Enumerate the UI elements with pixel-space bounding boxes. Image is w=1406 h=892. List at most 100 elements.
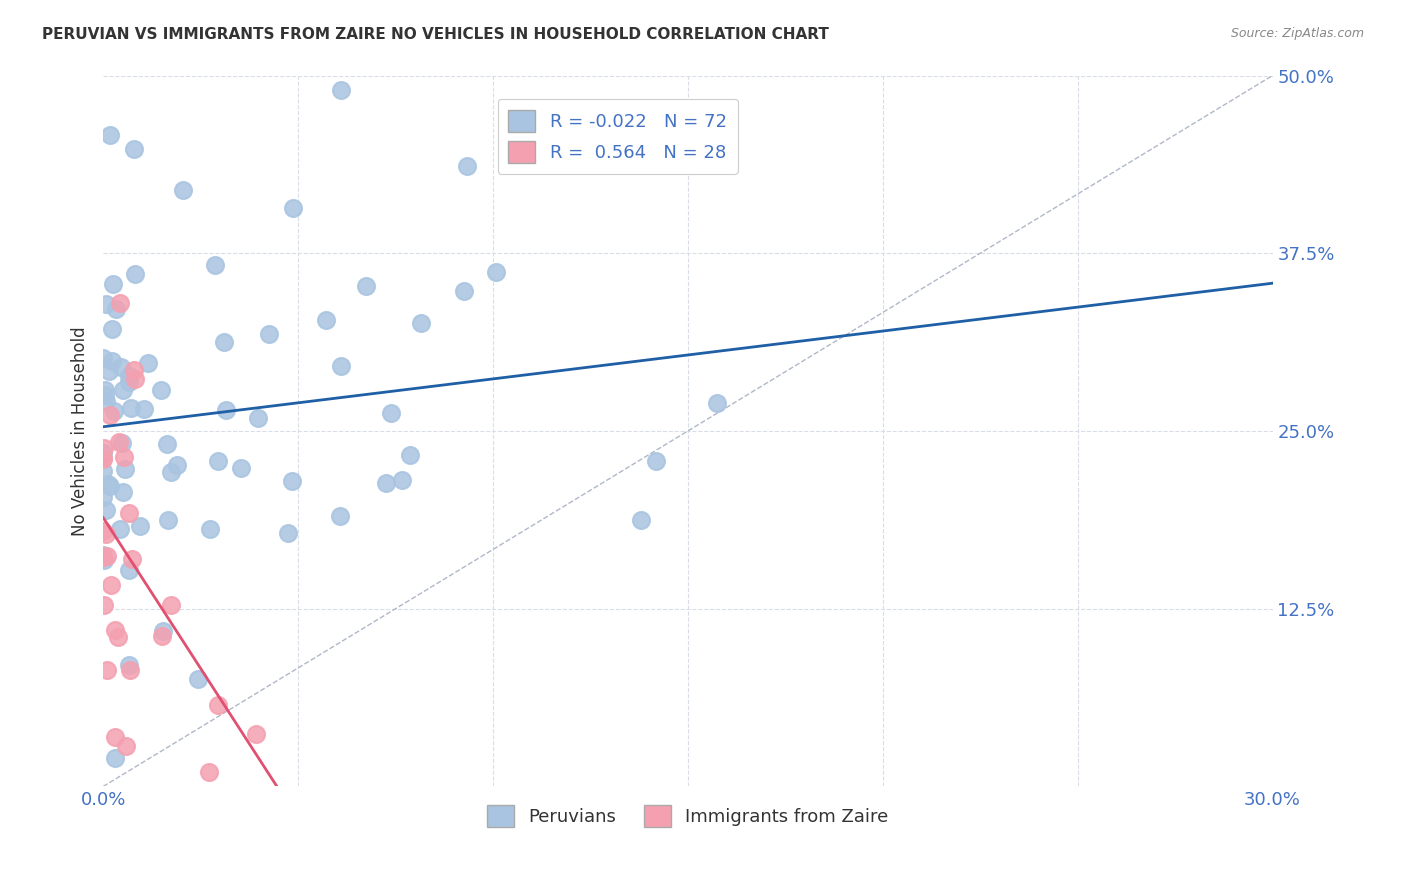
Point bbox=[134, 402, 156, 417]
Point bbox=[136, 356, 159, 370]
Point bbox=[98, 408, 121, 422]
Point bbox=[277, 525, 299, 540]
Point bbox=[453, 285, 475, 299]
Point bbox=[117, 564, 139, 578]
Point bbox=[245, 727, 267, 741]
Point bbox=[112, 450, 135, 465]
Point bbox=[160, 465, 183, 479]
Point bbox=[110, 360, 132, 375]
Point bbox=[283, 201, 305, 215]
Point bbox=[375, 476, 398, 491]
Point bbox=[104, 301, 127, 316]
Point bbox=[354, 278, 377, 293]
Point bbox=[231, 460, 253, 475]
Point bbox=[156, 437, 179, 451]
Point bbox=[98, 128, 121, 142]
Point bbox=[124, 267, 146, 281]
Point bbox=[91, 446, 114, 460]
Point bbox=[94, 388, 117, 402]
Point bbox=[117, 375, 139, 389]
Point bbox=[91, 548, 114, 562]
Point bbox=[124, 372, 146, 386]
Point bbox=[93, 553, 115, 567]
Point bbox=[114, 739, 136, 753]
Y-axis label: No Vehicles in Household: No Vehicles in Household bbox=[72, 326, 89, 536]
Point bbox=[110, 522, 132, 536]
Point bbox=[111, 435, 134, 450]
Point bbox=[111, 485, 134, 500]
Point bbox=[101, 354, 124, 368]
Point bbox=[485, 265, 508, 279]
Point bbox=[108, 296, 131, 310]
Point bbox=[122, 362, 145, 376]
Point bbox=[391, 473, 413, 487]
Point bbox=[94, 527, 117, 541]
Point bbox=[706, 396, 728, 410]
Point bbox=[96, 663, 118, 677]
Point bbox=[380, 406, 402, 420]
Point bbox=[118, 657, 141, 672]
Point bbox=[118, 507, 141, 521]
Point bbox=[409, 316, 432, 330]
Point bbox=[197, 765, 219, 780]
Point bbox=[129, 519, 152, 533]
Point bbox=[93, 450, 115, 465]
Point bbox=[215, 402, 238, 417]
Point bbox=[281, 474, 304, 488]
Point bbox=[100, 577, 122, 591]
Point bbox=[91, 464, 114, 478]
Point bbox=[172, 183, 194, 197]
Point bbox=[329, 508, 352, 523]
Point bbox=[246, 410, 269, 425]
Point bbox=[456, 160, 478, 174]
Point bbox=[94, 503, 117, 517]
Point bbox=[212, 335, 235, 350]
Point bbox=[96, 549, 118, 564]
Point bbox=[103, 404, 125, 418]
Point bbox=[398, 448, 420, 462]
Point bbox=[257, 326, 280, 341]
Point bbox=[101, 277, 124, 291]
Point bbox=[101, 322, 124, 336]
Point bbox=[104, 751, 127, 765]
Point bbox=[108, 434, 131, 449]
Point bbox=[93, 598, 115, 612]
Point bbox=[198, 522, 221, 536]
Point bbox=[315, 313, 337, 327]
Point bbox=[330, 83, 353, 97]
Point bbox=[104, 731, 127, 745]
Point bbox=[152, 624, 174, 638]
Text: Source: ZipAtlas.com: Source: ZipAtlas.com bbox=[1230, 27, 1364, 40]
Point bbox=[207, 698, 229, 713]
Point bbox=[104, 623, 127, 637]
Point bbox=[93, 441, 115, 455]
Legend: Peruvians, Immigrants from Zaire: Peruvians, Immigrants from Zaire bbox=[479, 797, 896, 834]
Point bbox=[96, 394, 118, 409]
Point bbox=[149, 383, 172, 397]
Point bbox=[114, 462, 136, 476]
Point bbox=[156, 513, 179, 527]
Point bbox=[98, 479, 121, 493]
Point bbox=[93, 524, 115, 539]
Point bbox=[330, 359, 353, 373]
Point bbox=[120, 401, 142, 415]
Point bbox=[93, 351, 115, 366]
Point bbox=[204, 259, 226, 273]
Point bbox=[111, 383, 134, 397]
Point bbox=[187, 672, 209, 686]
Point bbox=[124, 143, 146, 157]
Point bbox=[118, 369, 141, 384]
Point bbox=[97, 364, 120, 378]
Point bbox=[91, 549, 114, 564]
Point bbox=[166, 458, 188, 472]
Point bbox=[121, 552, 143, 566]
Point bbox=[94, 297, 117, 311]
Point bbox=[207, 454, 229, 468]
Point bbox=[150, 629, 173, 643]
Point bbox=[91, 490, 114, 504]
Point bbox=[97, 476, 120, 491]
Text: PERUVIAN VS IMMIGRANTS FROM ZAIRE NO VEHICLES IN HOUSEHOLD CORRELATION CHART: PERUVIAN VS IMMIGRANTS FROM ZAIRE NO VEH… bbox=[42, 27, 830, 42]
Point bbox=[645, 454, 668, 468]
Point bbox=[630, 513, 652, 527]
Point bbox=[120, 663, 142, 677]
